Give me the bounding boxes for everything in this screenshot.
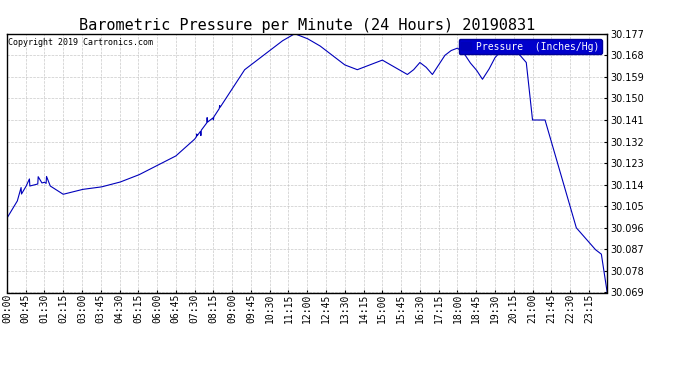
Title: Barometric Pressure per Minute (24 Hours) 20190831: Barometric Pressure per Minute (24 Hours… xyxy=(79,18,535,33)
Legend: Pressure  (Inches/Hg): Pressure (Inches/Hg) xyxy=(459,39,602,54)
Text: Copyright 2019 Cartronics.com: Copyright 2019 Cartronics.com xyxy=(8,38,153,46)
